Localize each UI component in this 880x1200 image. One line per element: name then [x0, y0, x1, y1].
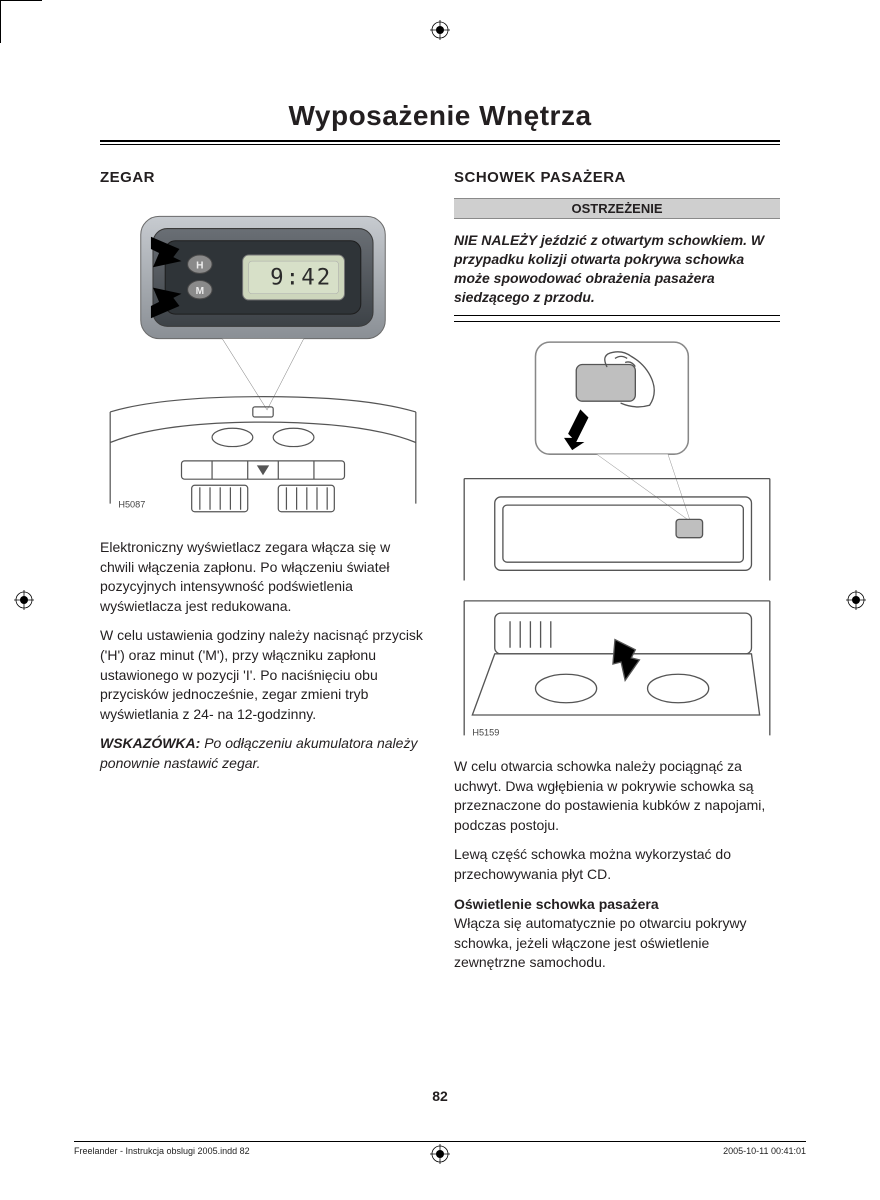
hint-label: WSKAZÓWKA: [100, 735, 200, 751]
clock-paragraph-2: W celu ustawienia godziny należy nacisną… [100, 626, 426, 724]
print-footer: Freelander - Instrukcja obslugi 2005.ind… [74, 1141, 806, 1156]
hour-button-label: H [196, 260, 203, 271]
warning-box: OSTRZEŻENIE NIE NALEŻY jeździć z otwarty… [454, 198, 780, 322]
registration-mark-right [846, 590, 866, 610]
registration-mark-left [14, 590, 34, 610]
crop-mark [0, 1, 1, 43]
glovebox-heading: SCHOWEK PASAŻERA [454, 169, 780, 186]
registration-mark-top [430, 20, 450, 40]
clock-hint: WSKAZÓWKA: Po odłączeniu akumulatora nal… [100, 734, 426, 773]
clock-paragraph-1: Elektroniczny wyświetlacz zegara włącza … [100, 538, 426, 616]
footer-filename: Freelander - Instrukcja obslugi 2005.ind… [74, 1146, 250, 1156]
warning-text: NIE NALEŻY jeździć z otwartym schowkiem.… [454, 225, 780, 316]
figure-label-right: H5159 [472, 727, 499, 737]
two-column-layout: ZEGAR [100, 169, 780, 983]
clock-time-display: 9:42 [270, 265, 332, 291]
right-column: SCHOWEK PASAŻERA OSTRZEŻENIE NIE NALEŻY … [454, 169, 780, 983]
glovebox-light-paragraph: Oświetlenie schowka pasażera Włącza się … [454, 895, 780, 973]
glovebox-paragraph-2: Lewą część schowka można wykorzystać do … [454, 845, 780, 884]
warning-label: OSTRZEŻENIE [454, 198, 780, 219]
clock-figure: H M 9:42 [100, 198, 426, 524]
left-column: ZEGAR [100, 169, 426, 983]
crop-mark [0, 0, 42, 1]
figure-label-left: H5087 [118, 500, 145, 510]
glovebox-light-heading: Oświetlenie schowka pasażera [454, 896, 659, 912]
glovebox-light-text: Włącza się automatycznie po otwarciu pok… [454, 915, 747, 970]
title-rule [100, 140, 780, 145]
minute-button-label: M [196, 286, 204, 297]
glovebox-figure: H5159 [454, 336, 780, 744]
glovebox-paragraph-1: W celu otwarcia schowka należy pociągnąć… [454, 757, 780, 835]
page-content: Wyposażenie Wnętrza ZEGAR [60, 60, 820, 1120]
page-number: 82 [60, 1088, 820, 1104]
footer-timestamp: 2005-10-11 00:41:01 [723, 1146, 806, 1156]
page-title: Wyposażenie Wnętrza [100, 100, 780, 132]
clock-heading: ZEGAR [100, 169, 426, 186]
